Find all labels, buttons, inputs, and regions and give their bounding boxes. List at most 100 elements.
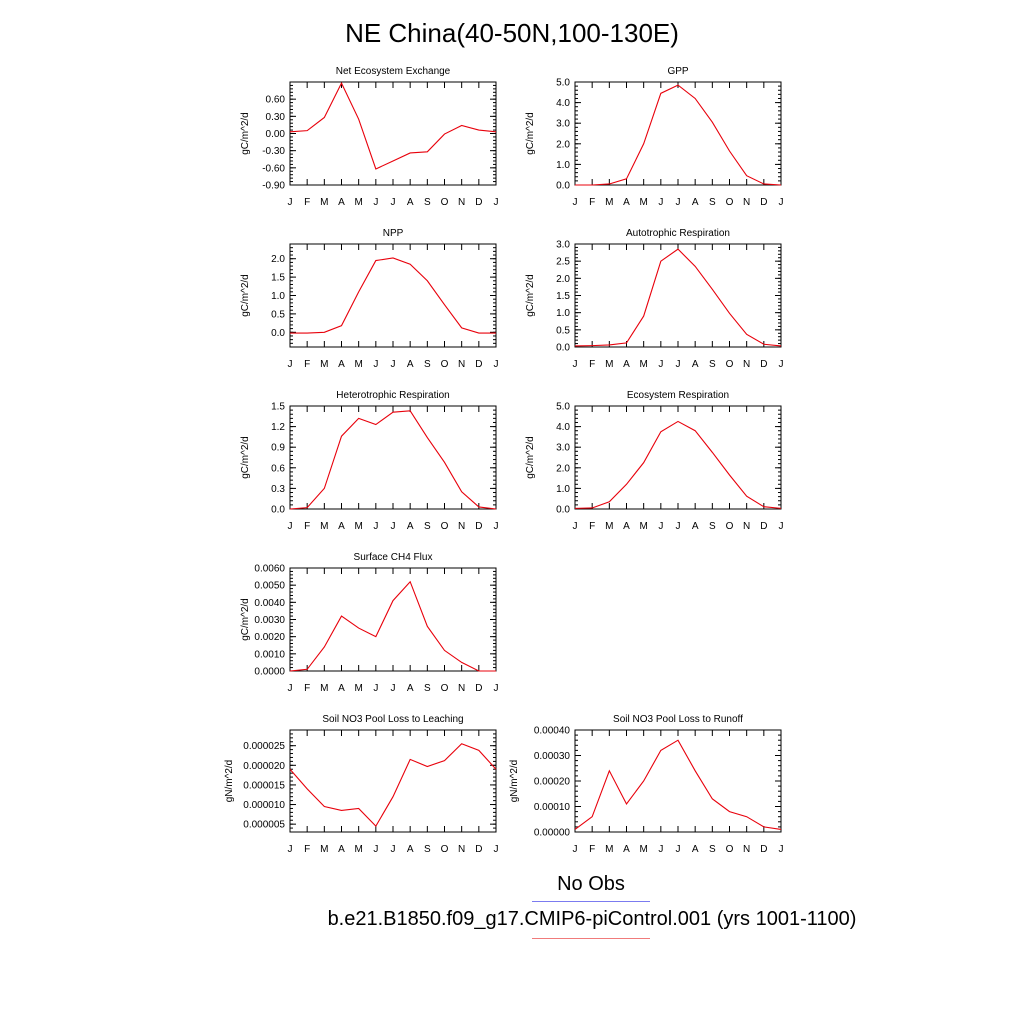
y-tick-label: 0.0050	[254, 581, 285, 592]
y-tick-label: 2.5	[556, 257, 570, 268]
x-tick-label: F	[589, 844, 595, 855]
x-tick-label: J	[373, 359, 378, 370]
x-tick-label: D	[760, 844, 767, 855]
x-tick-label: S	[709, 844, 716, 855]
x-tick-label: J	[658, 521, 663, 532]
x-tick-label: M	[605, 844, 613, 855]
legend-label-obs: No Obs	[557, 873, 625, 895]
x-tick-label: F	[589, 197, 595, 208]
series-line	[289, 410, 497, 510]
x-tick-label: A	[623, 197, 630, 208]
x-tick-label: J	[391, 844, 396, 855]
x-tick-label: O	[441, 359, 449, 370]
chart-title: Ecosystem Respiration	[627, 390, 729, 401]
y-tick-label: 0.5	[556, 325, 570, 336]
x-tick-label: A	[692, 197, 699, 208]
x-tick-label: J	[494, 844, 499, 855]
y-tick-label: 0.0	[556, 181, 570, 192]
x-tick-label: M	[320, 197, 328, 208]
y-tick-label: 4.0	[556, 98, 570, 109]
x-tick-label: J	[391, 521, 396, 532]
y-tick-label: 0.0	[271, 505, 285, 516]
y-tick-label: 2.0	[556, 274, 570, 285]
y-tick-label: 0.000025	[243, 741, 285, 752]
x-tick-label: M	[354, 197, 362, 208]
x-tick-label: F	[304, 521, 310, 532]
y-tick-label: 0.0030	[254, 615, 285, 626]
x-tick-label: S	[424, 683, 431, 694]
x-tick-label: A	[338, 359, 345, 370]
x-tick-label: F	[304, 359, 310, 370]
chart-panel-5: Heterotrophic Respiration gC/m^2/d 0.0 0.3 0…	[240, 390, 499, 532]
chart-title: Net Ecosystem Exchange	[336, 66, 451, 77]
x-tick-label: N	[743, 197, 750, 208]
y-tick-label: 2.0	[271, 254, 285, 265]
x-tick-label: S	[709, 359, 716, 370]
chart-title: Soil NO3 Pool Loss to Runoff	[613, 714, 743, 725]
x-tick-label: M	[354, 521, 362, 532]
y-tick-label: 0.3	[271, 484, 285, 495]
x-tick-label: S	[424, 521, 431, 532]
x-tick-label: J	[494, 683, 499, 694]
legend-label-model: b.e21.B1850.f09_g17.CMIP6-piControl.001 …	[327, 908, 857, 930]
x-tick-label: O	[726, 197, 734, 208]
y-tick-label: 0.00040	[534, 726, 571, 737]
y-axis-label: gN/m^2/d	[509, 760, 520, 803]
series-line	[289, 81, 497, 170]
plot-frame	[289, 243, 497, 348]
y-tick-label: 0.0020	[254, 632, 285, 643]
x-tick-label: J	[373, 197, 378, 208]
plot-frame	[289, 81, 497, 186]
series-line	[290, 257, 496, 334]
y-tick-label: 0.00	[266, 129, 286, 140]
x-tick-label: J	[494, 197, 499, 208]
plot-frame	[574, 81, 782, 186]
y-tick-label: 1.5	[271, 402, 285, 413]
x-tick-label: M	[320, 521, 328, 532]
x-tick-label: J	[391, 683, 396, 694]
x-tick-label: A	[692, 359, 699, 370]
x-tick-label: O	[726, 844, 734, 855]
x-tick-label: D	[475, 197, 482, 208]
x-tick-label: J	[391, 197, 396, 208]
x-tick-label: A	[338, 844, 345, 855]
x-tick-label: M	[354, 359, 362, 370]
x-tick-label: A	[407, 683, 414, 694]
x-tick-label: O	[441, 197, 449, 208]
series-line	[574, 420, 782, 509]
y-tick-label: 1.0	[556, 484, 570, 495]
x-tick-label: J	[573, 521, 578, 532]
x-tick-label: F	[589, 359, 595, 370]
x-tick-label: M	[639, 844, 647, 855]
y-tick-label: -0.60	[262, 163, 285, 174]
x-tick-label: A	[692, 844, 699, 855]
x-tick-label: M	[639, 197, 647, 208]
y-tick-label: 0.0040	[254, 598, 285, 609]
x-tick-label: A	[623, 359, 630, 370]
x-tick-label: O	[441, 844, 449, 855]
y-tick-label: 0.60	[266, 95, 286, 106]
x-tick-label: M	[605, 359, 613, 370]
y-tick-label: 2.0	[556, 139, 570, 150]
x-tick-label: A	[623, 521, 630, 532]
x-tick-label: J	[494, 521, 499, 532]
x-tick-label: A	[407, 359, 414, 370]
y-tick-label: 1.0	[556, 160, 570, 171]
chart-title: Heterotrophic Respiration	[336, 390, 449, 401]
x-tick-label: J	[288, 844, 293, 855]
x-tick-label: J	[573, 197, 578, 208]
y-tick-label: 1.5	[271, 273, 285, 284]
legend-line-model	[532, 938, 650, 939]
x-tick-label: J	[288, 359, 293, 370]
y-tick-label: 0.00030	[534, 751, 571, 762]
y-tick-label: 0.6	[271, 463, 285, 474]
x-tick-label: M	[605, 197, 613, 208]
y-tick-label: 0.0	[556, 343, 570, 354]
y-axis-label: gC/m^2/d	[240, 112, 251, 155]
y-tick-label: -0.30	[262, 146, 285, 157]
x-tick-label: D	[760, 359, 767, 370]
x-tick-label: S	[709, 521, 716, 532]
y-axis-label: gC/m^2/d	[240, 598, 251, 641]
x-tick-label: S	[709, 197, 716, 208]
